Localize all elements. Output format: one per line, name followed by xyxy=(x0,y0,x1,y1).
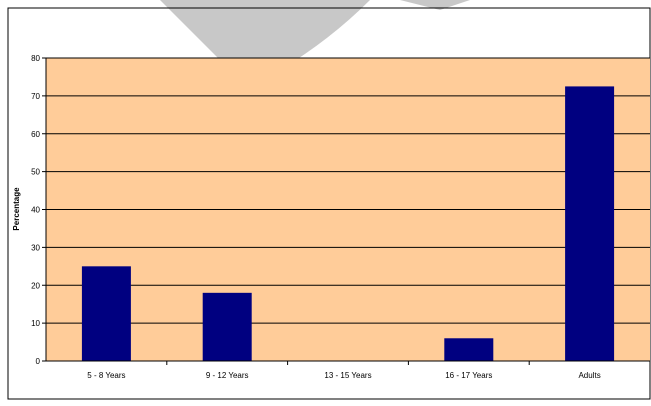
y-tick-label: 30 xyxy=(31,243,40,252)
y-tick-label: 10 xyxy=(31,319,40,328)
bar xyxy=(202,292,252,361)
bar xyxy=(565,86,615,361)
y-tick-label: 80 xyxy=(31,54,40,63)
y-tick-label: 50 xyxy=(31,168,40,177)
y-tick-label: 70 xyxy=(31,92,40,101)
bar xyxy=(81,266,131,361)
x-tick-label: 16 - 17 Years xyxy=(445,371,492,380)
bars xyxy=(81,86,615,361)
y-tick-label: 40 xyxy=(31,206,40,215)
bar xyxy=(444,338,494,361)
watermark-shape-left xyxy=(160,0,370,74)
y-axis-ticks: 0 10 20 30 40 50 60 70 80 xyxy=(31,54,46,366)
watermark-shape-right xyxy=(400,0,470,10)
y-tick-label: 0 xyxy=(36,357,41,366)
gridlines xyxy=(46,57,650,324)
y-tick-label: 20 xyxy=(31,281,40,290)
y-axis-label: Percentage xyxy=(12,187,21,231)
y-tick-label: 60 xyxy=(31,130,40,139)
x-axis-ticks: 5 - 8 Years 9 - 12 Years 13 - 15 Years 16 -… xyxy=(87,361,651,380)
x-tick-label: Adults xyxy=(578,371,600,380)
x-tick-label: 5 - 8 Years xyxy=(87,371,125,380)
watermark xyxy=(160,0,470,74)
x-tick-label: 13 - 15 Years xyxy=(324,371,371,380)
x-tick-label: 9 - 12 Years xyxy=(206,371,249,380)
